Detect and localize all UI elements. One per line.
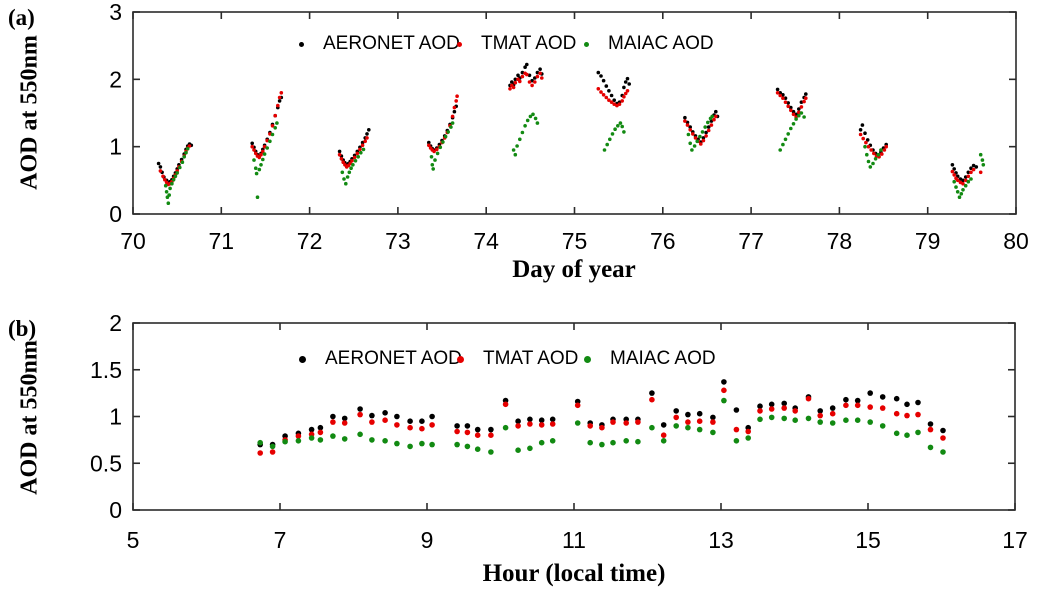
svg-text:77: 77: [738, 228, 764, 254]
svg-text:72: 72: [297, 228, 323, 254]
svg-text:78: 78: [827, 228, 853, 254]
svg-text:1: 1: [109, 134, 122, 160]
svg-text:7: 7: [274, 527, 287, 553]
legend-item-tmat-a: TMAT AOD: [457, 32, 576, 56]
svg-text:0: 0: [109, 201, 122, 227]
svg-text:0.5: 0.5: [90, 450, 122, 476]
maiac-marker-icon: [584, 41, 589, 47]
svg-text:1.5: 1.5: [90, 357, 122, 383]
svg-text:2: 2: [109, 66, 122, 92]
svg-text:9: 9: [421, 527, 434, 553]
legend-label-aeronet-b: AERONET AOD: [325, 348, 462, 369]
svg-text:76: 76: [650, 228, 676, 254]
svg-text:70: 70: [120, 228, 146, 254]
tmat-marker-icon: [457, 355, 464, 363]
panel-b-x-axis-title: Hour (local time): [482, 560, 666, 587]
legend-label-tmat-a: TMAT AOD: [481, 33, 577, 54]
legend-item-tmat-b: TMAT AOD: [457, 347, 578, 371]
maiac-marker-icon: [584, 355, 591, 363]
panel-a-y-axis-title: AOD at 550nm: [16, 35, 43, 190]
panel-a-label: (a): [8, 5, 35, 30]
legend-label-maiac-a: MAIAC AOD: [608, 33, 714, 54]
svg-text:17: 17: [1002, 527, 1028, 553]
svg-text:13: 13: [708, 527, 734, 553]
panel-b-y-axis-title: AOD at 550nm: [16, 340, 43, 495]
svg-text:1: 1: [109, 404, 122, 430]
svg-text:2: 2: [109, 310, 122, 336]
svg-text:73: 73: [385, 228, 411, 254]
tmat-marker-icon: [457, 41, 462, 47]
svg-text:5: 5: [127, 527, 140, 553]
legend-item-maiac-b: MAIAC AOD: [584, 347, 716, 371]
svg-text:71: 71: [209, 228, 235, 254]
svg-text:75: 75: [562, 228, 588, 254]
legend-item-aeronet-a: AERONET AOD: [299, 32, 460, 56]
svg-text:3: 3: [109, 0, 122, 25]
aeronet-marker-icon: [299, 355, 306, 363]
svg-text:11: 11: [562, 527, 586, 553]
legend-label-maiac-b: MAIAC AOD: [610, 348, 716, 369]
panel-b-label: (b): [8, 316, 37, 341]
panel-a-x-axis-title: Day of year: [512, 256, 636, 283]
legend-item-maiac-a: MAIAC AOD: [584, 32, 714, 56]
svg-text:74: 74: [473, 228, 499, 254]
legend-item-aeronet-b: AERONET AOD: [299, 347, 462, 371]
legend-label-aeronet-a: AERONET AOD: [323, 33, 460, 54]
legend-label-tmat-b: TMAT AOD: [483, 348, 579, 369]
aeronet-marker-icon: [299, 41, 304, 47]
svg-text:15: 15: [855, 527, 881, 553]
svg-text:80: 80: [1003, 228, 1029, 254]
svg-text:79: 79: [915, 228, 941, 254]
svg-text:0: 0: [109, 497, 122, 523]
